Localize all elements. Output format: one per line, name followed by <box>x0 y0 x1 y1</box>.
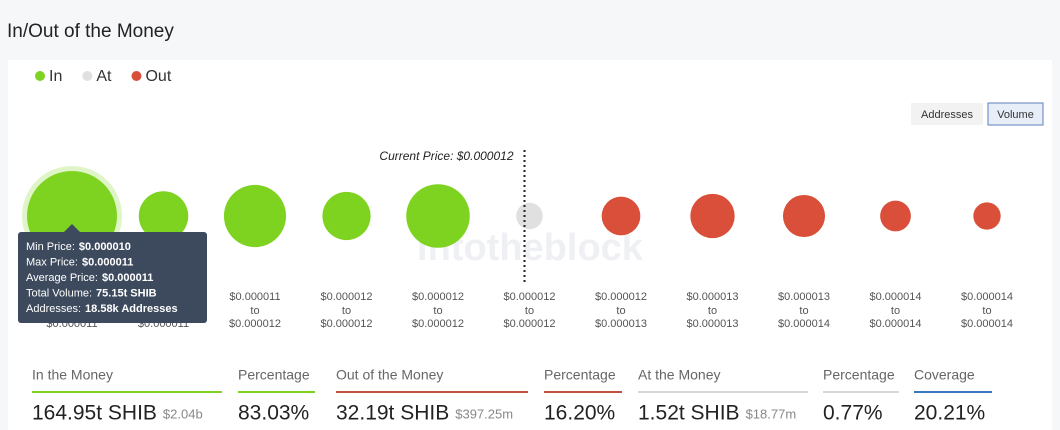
range-high: $0.000012 <box>229 318 281 330</box>
stat-sub: $18.77m <box>746 406 797 421</box>
range-low: $0.000013 <box>778 291 830 303</box>
stat-label: Out of the Money <box>336 367 443 383</box>
title: In/Out of the Money <box>7 21 174 42</box>
bubble[interactable] <box>880 200 911 232</box>
range-low: $0.000012 <box>504 291 556 303</box>
tooltip-value: $0.000011 <box>102 272 153 284</box>
range-low: $0.000011 <box>229 291 280 303</box>
bubble[interactable] <box>223 184 287 248</box>
stat-label: Coverage <box>914 367 975 383</box>
range-low: $0.000013 <box>687 291 739 303</box>
stat-sub: $2.04b <box>163 406 203 421</box>
range-high: $0.000012 <box>504 318 556 330</box>
range-high: $0.000012 <box>412 318 464 330</box>
stat-value: 0.77% <box>823 402 883 425</box>
legend-dot <box>35 71 45 81</box>
tooltip-value: $0.000010 <box>79 241 131 253</box>
bubble[interactable] <box>973 202 1001 230</box>
range-joiner: to <box>433 305 442 317</box>
legend-dot <box>131 71 142 81</box>
tooltip-label: Total Volume: <box>26 287 92 299</box>
bubble[interactable] <box>690 193 735 239</box>
tooltip <box>18 232 207 323</box>
legend-label: Out <box>145 68 171 85</box>
range-high: $0.000014 <box>961 318 1013 330</box>
stat-value: 16.20% <box>544 402 615 425</box>
range-joiner: to <box>891 305 900 317</box>
current-price-label: Current Price: $0.000012 <box>379 149 513 163</box>
stat-label: At the Money <box>638 367 721 383</box>
legend-label: In <box>49 68 62 85</box>
bubble[interactable] <box>322 191 371 241</box>
tooltip-label: Min Price: <box>26 241 75 253</box>
range-high: $0.000013 <box>687 318 739 330</box>
tooltip-value: $0.000011 <box>82 256 133 268</box>
range-high: $0.000014 <box>870 318 922 330</box>
range-high: $0.000014 <box>778 318 830 330</box>
range-joiner: to <box>799 305 808 317</box>
range-joiner: to <box>342 305 351 317</box>
toggle-label[interactable]: Volume <box>997 109 1034 121</box>
toggle-button[interactable] <box>987 102 1044 126</box>
tooltip-label: Addresses: <box>26 303 81 315</box>
stat-value: 83.03% <box>238 402 309 425</box>
range-joiner: to <box>250 305 259 317</box>
bubble[interactable] <box>406 184 470 248</box>
stat-value: 164.95t SHIB <box>32 402 157 425</box>
range-low: $0.000014 <box>961 291 1013 303</box>
stat-label: In the Money <box>32 367 113 383</box>
range-joiner: to <box>525 305 534 317</box>
toggle-label[interactable]: Addresses <box>921 109 973 121</box>
tooltip-pointer <box>64 224 80 232</box>
tooltip-label: Average Price: <box>26 272 98 284</box>
tooltip-value: 75.15t SHIB <box>96 287 157 299</box>
range-joiner: to <box>616 305 625 317</box>
range-high: $0.000012 <box>321 318 373 330</box>
stat-value: 1.52t SHIB <box>638 402 740 425</box>
stat-label: Percentage <box>544 367 616 383</box>
bubble[interactable] <box>138 191 189 241</box>
bubble[interactable] <box>601 196 641 236</box>
tooltip-label: Max Price: <box>26 256 78 268</box>
bubble[interactable] <box>516 202 543 230</box>
range-joiner: to <box>708 305 717 317</box>
stat-value: 32.19t SHIB <box>336 402 449 425</box>
range-low: $0.000012 <box>595 291 647 303</box>
stat-label: Percentage <box>823 367 895 383</box>
range-low: $0.000012 <box>321 291 373 303</box>
tooltip-value: 18.58k Addresses <box>85 303 178 315</box>
legend-label: At <box>96 68 112 85</box>
range-joiner: to <box>982 305 991 317</box>
stat-value: 20.21% <box>914 402 985 425</box>
range-low: $0.000014 <box>870 291 922 303</box>
toggle-button[interactable] <box>911 103 983 125</box>
stat-label: Percentage <box>238 367 310 383</box>
range-low: $0.000012 <box>412 291 464 303</box>
legend-dot <box>82 71 93 81</box>
range-high: $0.000013 <box>595 318 647 330</box>
bubble[interactable] <box>782 194 826 238</box>
stat-sub: $397.25m <box>455 406 513 421</box>
